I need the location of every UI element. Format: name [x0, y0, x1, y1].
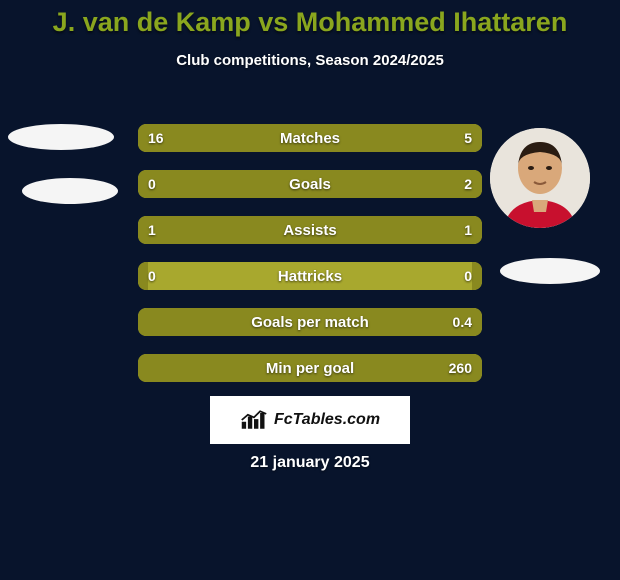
player-photo-icon — [490, 128, 590, 228]
content: J. van de Kamp vs Mohammed Ihattaren Clu… — [0, 0, 620, 580]
ellipse-left-top — [8, 124, 114, 150]
stat-row: Goals0 2 — [138, 170, 482, 198]
stat-row: Hattricks0 0 — [138, 262, 482, 290]
avatar-right — [490, 128, 590, 228]
stat-label: Matches — [138, 124, 482, 152]
stat-label: Hattricks — [138, 262, 482, 290]
stat-row: Assists1 1 — [138, 216, 482, 244]
stat-label: Assists — [138, 216, 482, 244]
stat-value-right: 1 — [464, 216, 472, 244]
brand-box: FcTables.com — [210, 396, 410, 444]
stat-row: Matches16 5 — [138, 124, 482, 152]
brand-text: FcTables.com — [274, 411, 380, 429]
stat-value-right: 0.4 — [453, 308, 472, 336]
stat-value-left: 16 — [148, 124, 164, 152]
stat-value-right: 260 — [449, 354, 472, 382]
stat-value-left: 1 — [148, 216, 156, 244]
ellipse-left — [22, 178, 118, 204]
stat-label: Goals — [138, 170, 482, 198]
stat-row: Goals per match0.4 — [138, 308, 482, 336]
stat-row: Min per goal260 — [138, 354, 482, 382]
date-text: 21 january 2025 — [0, 454, 620, 472]
subtitle: Club competitions, Season 2024/2025 — [0, 52, 620, 69]
stat-label: Min per goal — [138, 354, 482, 382]
stats-bars: Matches165Goals02Assists11Hattricks00Goa… — [138, 124, 482, 400]
stat-value-left: 0 — [148, 262, 156, 290]
stat-value-left: 0 — [148, 170, 156, 198]
stat-value-right: 0 — [464, 262, 472, 290]
page-title: J. van de Kamp vs Mohammed Ihattaren — [0, 0, 620, 38]
ellipse-right — [500, 258, 600, 284]
brand-chart-icon — [240, 409, 268, 431]
stat-label: Goals per match — [138, 308, 482, 336]
stat-value-right: 2 — [464, 170, 472, 198]
stat-value-right: 5 — [464, 124, 472, 152]
